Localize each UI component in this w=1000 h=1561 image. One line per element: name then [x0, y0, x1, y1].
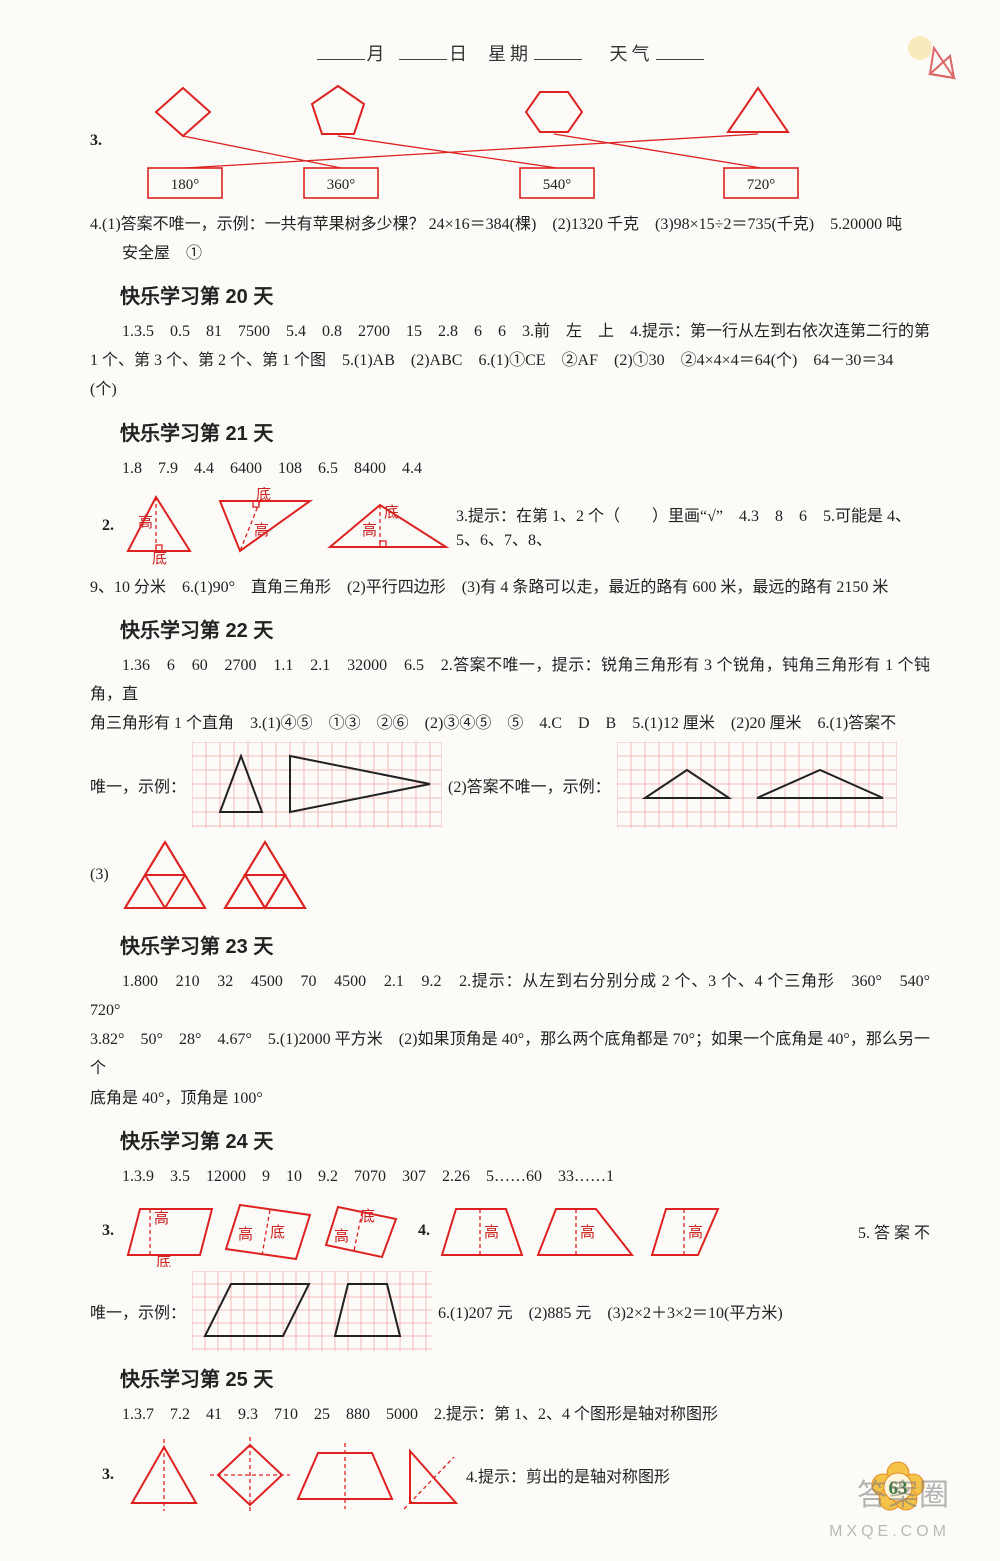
day21-q2-label: 2. — [102, 517, 114, 535]
svg-text:高: 高 — [238, 1226, 253, 1243]
day23-l3: 底角是 40°，顶角是 100° — [90, 1090, 263, 1107]
svg-text:高: 高 — [362, 522, 377, 539]
day22-title: 快乐学习第 22 天 — [120, 614, 930, 643]
q4-line: 4.(1)答案不唯一，示例：一共有苹果树多少棵？ 24×16＝384(棵) (2… — [90, 216, 902, 233]
day22-row1-label: 唯一，示例： — [90, 773, 186, 797]
hdr-day: 日 — [449, 44, 471, 64]
date-header: 月 日 星期 天气 — [90, 40, 930, 66]
safe-house: 安全屋 ① — [90, 239, 930, 268]
day24-row1-tail: 5. 答 案 不 — [858, 1219, 930, 1243]
q3-angle-2: 540° — [543, 177, 572, 193]
day24-l1: 1.3.9 3.5 12000 9 10 9.2 7070 307 2.26 5… — [90, 1162, 930, 1191]
svg-text:高: 高 — [580, 1224, 595, 1241]
day24-row2: 唯一，示例： 6.(1)207 元 (2)885 元 (3)2×2＋3×2＝10… — [90, 1271, 930, 1351]
day22-l2: 角三角形有 1 个直角 3.(1)④⑤ ①③ ②⑥ (2)③④⑤ ⑤ 4.C D… — [90, 715, 896, 732]
day22-text: 1.36 6 60 2700 1.1 2.1 32000 6.5 2.答案不唯一… — [90, 651, 930, 738]
day23-l1: 1.800 210 32 4500 70 4500 2.1 9.2 2.提示：从… — [90, 967, 930, 1025]
day24-row1: 3. 高 底 底 高 底 高 4. 高 高 高 5. 答 案 不 — [90, 1195, 930, 1267]
page: 月 日 星期 天气 3. 180° 360° 540° — [0, 0, 1000, 1561]
day21-l3: 9、10 分米 6.(1)90° 直角三角形 (2)平行四边形 (3)有 4 条… — [90, 573, 930, 602]
svg-text:底: 底 — [152, 550, 167, 565]
svg-text:高: 高 — [484, 1224, 499, 1241]
day20-l2: 1 个、第 3 个、第 2 个、第 1 个图 5.(1)AB (2)ABC 6.… — [90, 352, 893, 369]
day24-q3-label: 3. — [102, 1222, 114, 1240]
day25-l1: 1.3.7 7.2 41 9.3 710 25 880 5000 2.提示：第 … — [90, 1400, 930, 1429]
watermark-main: 答案圈 — [857, 1479, 950, 1512]
svg-text:高: 高 — [688, 1224, 703, 1241]
day20-l3: (个) — [90, 381, 117, 398]
q3-angle-1: 360° — [327, 177, 356, 193]
day21-l1: 1.8 7.9 4.4 6400 108 6.5 8400 4.4 — [90, 454, 930, 483]
svg-text:高: 高 — [334, 1228, 349, 1245]
corner-decoration-icon — [900, 30, 960, 90]
day23-title: 快乐学习第 23 天 — [120, 930, 930, 959]
day24-row2-tail: 6.(1)207 元 (2)885 元 (3)2×2＋3×2＝10(平方米) — [438, 1299, 783, 1323]
q3-label: 3. — [90, 82, 116, 150]
hdr-month: 月 — [367, 44, 389, 64]
q3-matching-svg: 180° 360° 540° 720° — [116, 82, 930, 202]
day25-q3-label: 3. — [102, 1466, 114, 1484]
day22-row1: 唯一，示例： (2)答案不唯一，示例： — [90, 742, 930, 828]
q3-angle-3: 720° — [747, 177, 776, 193]
svg-text:底: 底 — [384, 504, 399, 521]
day20-text: 1.3.5 0.5 81 7500 5.4 0.8 2700 15 2.8 6 … — [90, 317, 930, 404]
svg-text:底: 底 — [256, 487, 271, 503]
day20-l1: 1.3.5 0.5 81 7500 5.4 0.8 2700 15 2.8 6 … — [90, 317, 930, 346]
day22-grid1-svg — [192, 742, 442, 828]
day22-tri-split-svg — [115, 832, 315, 918]
day20-title: 快乐学习第 20 天 — [120, 280, 930, 309]
day25-tail: 4.提示：剪出的是轴对称图形 — [466, 1463, 670, 1487]
watermark-sub: MXQE.COM — [829, 1523, 950, 1540]
day21-title: 快乐学习第 21 天 — [120, 417, 930, 446]
day24-grid-svg — [192, 1271, 432, 1351]
svg-text:高: 高 — [254, 522, 269, 539]
svg-text:底: 底 — [156, 1254, 171, 1267]
day25-symmetry-svg — [120, 1433, 460, 1517]
svg-text:高: 高 — [138, 514, 153, 531]
day21-after: 3.提示：在第 1、2 个（ ）里画“√” 4.3 8 6 5.可能是 4、5、… — [456, 502, 930, 550]
day23-l2: 3.82° 50° 28° 4.67° 5.(1)2000 平方米 (2)如果顶… — [90, 1031, 930, 1077]
day25-row: 3. 4.提示：剪出的是轴对称图形 — [90, 1433, 930, 1517]
day22-grid2-svg — [617, 742, 897, 828]
day21-triangles-svg: 高 底 底 高 底 高 — [120, 487, 450, 565]
day23-text: 1.800 210 32 4500 70 4500 2.1 9.2 2.提示：从… — [90, 967, 930, 1113]
q3-diagram-row: 3. 180° 360° 540° 720° — [90, 82, 930, 202]
day22-l1: 1.36 6 60 2700 1.1 2.1 32000 6.5 2.答案不唯一… — [90, 651, 930, 709]
hdr-weekday: 星期 — [488, 44, 532, 64]
svg-text:高: 高 — [154, 1210, 169, 1227]
day22-mid: (2)答案不唯一，示例： — [448, 773, 611, 797]
q3-angle-0: 180° — [171, 177, 200, 193]
svg-text:底: 底 — [270, 1224, 285, 1241]
day21-row: 2. 高 底 底 高 底 高 3.提示：在第 1、2 个（ ）里画“√” 4.3… — [90, 487, 930, 565]
day24-trapezoids-svg: 高 高 高 — [436, 1195, 726, 1267]
hdr-weather: 天气 — [610, 44, 654, 64]
day24-q4-label: 4. — [418, 1222, 430, 1240]
svg-text:底: 底 — [360, 1208, 375, 1225]
day22-row2-label: (3) — [90, 866, 109, 884]
watermark: 答案圈 MXQE.COM — [829, 1480, 950, 1543]
day24-quads1-svg: 高 底 底 高 底 高 — [120, 1195, 400, 1267]
day25-title: 快乐学习第 25 天 — [120, 1363, 930, 1392]
day24-row2-label: 唯一，示例： — [90, 1299, 186, 1323]
post-q3-text: 4.(1)答案不唯一，示例：一共有苹果树多少棵？ 24×16＝384(棵) (2… — [90, 210, 930, 268]
day22-row2: (3) — [90, 832, 930, 918]
day24-title: 快乐学习第 24 天 — [120, 1125, 930, 1154]
